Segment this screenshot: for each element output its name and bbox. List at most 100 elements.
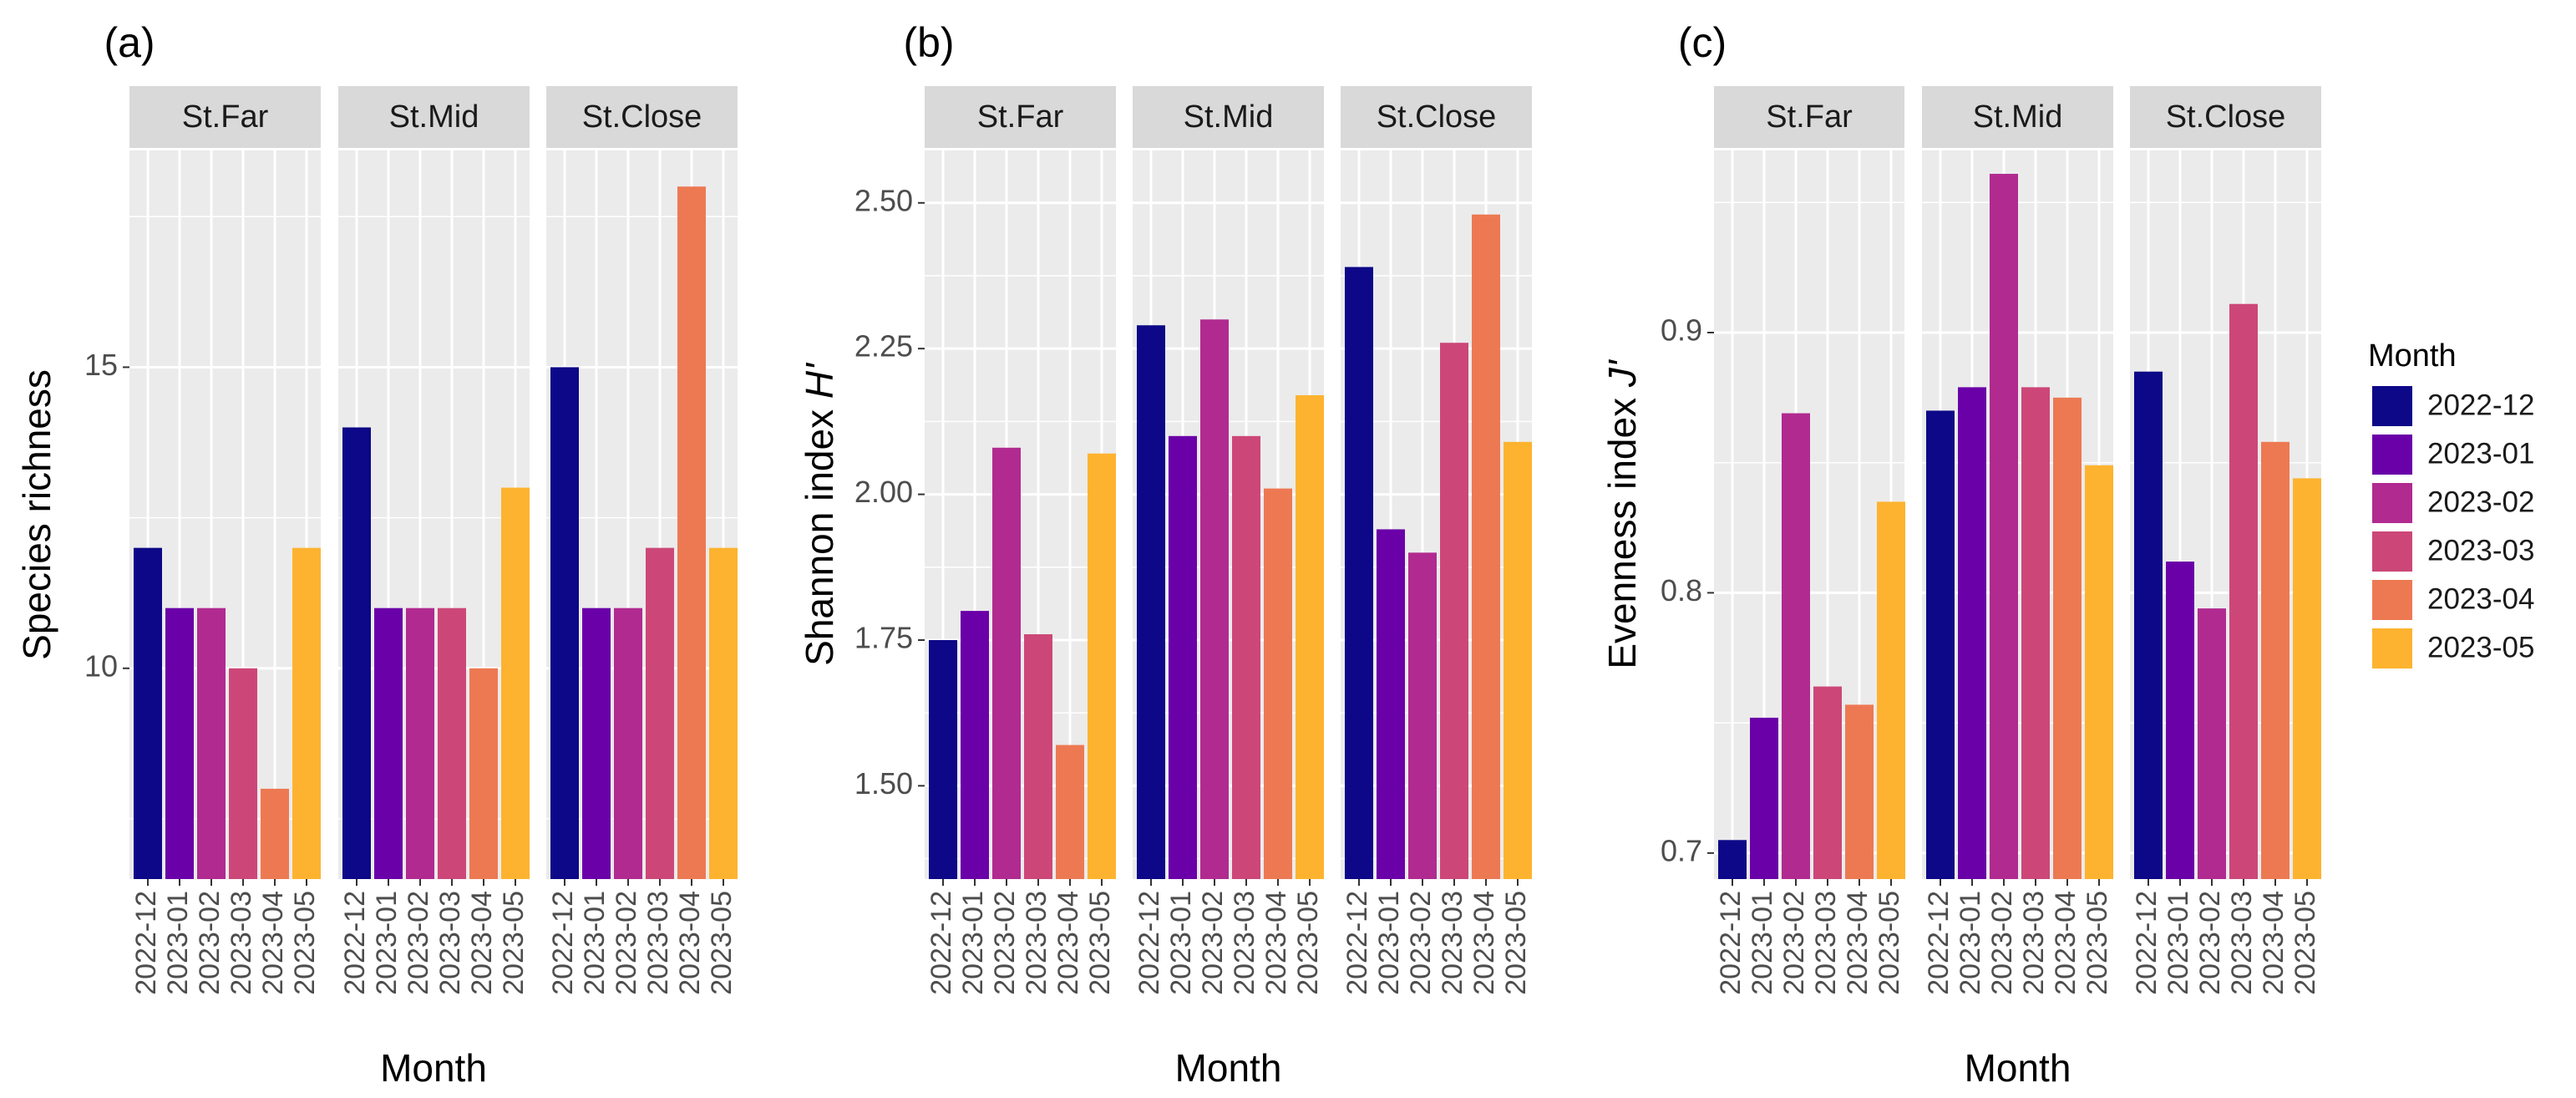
x-tick-label: 2023-03 bbox=[1437, 891, 1468, 995]
x-tick-label: 2023-03 bbox=[226, 891, 257, 995]
x-tick-label: 2023-01 bbox=[957, 891, 989, 995]
x-tick-label: 2023-05 bbox=[1500, 891, 1532, 995]
legend-swatch-2023-02 bbox=[2372, 483, 2412, 523]
y-axis-title-text: Evenness index bbox=[1600, 387, 1644, 669]
x-tick-label: 2023-03 bbox=[642, 891, 674, 995]
facet-strip-label: St.Far bbox=[1766, 99, 1853, 135]
x-tick-label: 2023-02 bbox=[1986, 891, 2018, 995]
y-tick-label: 15 bbox=[84, 348, 118, 382]
bar-st-close-2022-12 bbox=[1345, 267, 1373, 879]
bar-st-mid-2023-05 bbox=[501, 487, 530, 879]
bar-st-mid-2023-05 bbox=[2085, 465, 2113, 879]
bar-st-close-2022-12 bbox=[550, 367, 579, 880]
x-tick-label: 2022-12 bbox=[1133, 891, 1165, 995]
facet-panel-st-mid: St.Mid 2022-12 2023-01 2023-02 2023-03 2023-0… bbox=[1922, 86, 2113, 995]
legend-label: 2023-05 bbox=[2427, 631, 2534, 663]
y-axis-title: Shannon index H' bbox=[798, 362, 841, 666]
bar-st-far-2023-05 bbox=[292, 547, 321, 879]
facet-strip-label: St.Far bbox=[182, 99, 269, 135]
x-tick-label: 2023-04 bbox=[1260, 891, 1292, 995]
x-tick-label: 2022-12 bbox=[547, 891, 579, 995]
bar-st-close-2023-04 bbox=[677, 186, 706, 879]
bar-st-far-2023-04 bbox=[1056, 745, 1084, 879]
bar-st-far-2022-12 bbox=[134, 547, 162, 879]
x-tick-label: 2023-05 bbox=[1874, 891, 1905, 995]
x-tick-label: 2023-03 bbox=[1810, 891, 1842, 995]
facet-strip bbox=[925, 86, 1116, 148]
bar-st-far-2023-02 bbox=[992, 447, 1021, 879]
x-tick-label: 2023-01 bbox=[1373, 891, 1405, 995]
bar-st-mid-2023-01 bbox=[374, 607, 403, 879]
x-tick-label: 2023-03 bbox=[2018, 891, 2050, 995]
bar-st-far-2023-04 bbox=[261, 788, 289, 879]
x-tick-label: 2023-02 bbox=[2194, 891, 2226, 995]
bar-st-far-2023-02 bbox=[197, 607, 226, 879]
x-tick-label: 2023-02 bbox=[1197, 891, 1229, 995]
x-tick-label: 2023-05 bbox=[706, 891, 738, 995]
x-tick-label: 2023-01 bbox=[1955, 891, 1986, 995]
bar-st-mid-2023-04 bbox=[469, 668, 498, 879]
bar-st-mid-2023-03 bbox=[438, 607, 466, 879]
bar-st-close-2022-12 bbox=[2134, 371, 2163, 879]
x-tick-label: 2023-01 bbox=[2163, 891, 2194, 995]
x-tick-label: 2022-12 bbox=[130, 891, 162, 995]
bar-st-mid-2022-12 bbox=[1137, 325, 1165, 879]
x-tick-label: 2023-01 bbox=[371, 891, 403, 995]
x-tick-label: 2022-12 bbox=[2131, 891, 2163, 995]
bar-st-mid-2023-03 bbox=[1232, 435, 1260, 879]
bar-st-far-2023-02 bbox=[1782, 413, 1810, 879]
bar-st-mid-2023-01 bbox=[1958, 387, 1986, 879]
facet-strip bbox=[1922, 86, 2113, 148]
x-tick-label: 2023-04 bbox=[1842, 891, 1874, 995]
bar-st-mid-2023-04 bbox=[2053, 397, 2082, 879]
x-tick-label: 2023-05 bbox=[2082, 891, 2113, 995]
x-tick-label: 2022-12 bbox=[1923, 891, 1955, 995]
facet-strip-label: St.Far bbox=[977, 99, 1064, 135]
y-axis-title-symbol: J' bbox=[1600, 358, 1644, 388]
x-axis-title: Month bbox=[1175, 1046, 1282, 1090]
y-axis-title: Evenness index J' bbox=[1600, 358, 1644, 669]
legend-swatch-2023-03 bbox=[2372, 531, 2412, 572]
x-tick-label: 2022-12 bbox=[339, 891, 371, 995]
y-tick-label: 10 bbox=[84, 648, 118, 683]
facet-strip bbox=[2130, 86, 2321, 148]
legend-swatch-2022-12 bbox=[2372, 386, 2412, 426]
facet-strip-label: St.Mid bbox=[1184, 99, 1274, 135]
bar-st-close-2023-03 bbox=[2229, 303, 2258, 879]
x-axis-title: Month bbox=[380, 1046, 487, 1090]
x-tick-label: 2023-03 bbox=[1229, 891, 1260, 995]
facet-strip bbox=[129, 86, 321, 148]
x-tick-label: 2023-01 bbox=[579, 891, 611, 995]
legend-label: 2023-04 bbox=[2427, 582, 2534, 615]
y-tick-label: 2.50 bbox=[854, 183, 913, 217]
facet-strip-label: St.Mid bbox=[1973, 99, 2063, 135]
bar-st-close-2023-02 bbox=[2198, 608, 2226, 879]
bar-st-close-2023-05 bbox=[709, 547, 738, 879]
bar-st-far-2023-03 bbox=[1024, 634, 1052, 879]
x-tick-label: 2023-05 bbox=[1084, 891, 1116, 995]
y-tick-label: 0.7 bbox=[1661, 833, 1702, 867]
x-tick-label: 2023-02 bbox=[611, 891, 642, 995]
y-tick-label: 0.8 bbox=[1661, 573, 1702, 607]
bar-st-far-2023-05 bbox=[1088, 453, 1116, 879]
legend-title: Month bbox=[2368, 338, 2457, 374]
bar-st-close-2023-04 bbox=[2261, 441, 2289, 879]
facet-strip bbox=[1341, 86, 1532, 148]
x-axis-title: Month bbox=[1965, 1046, 2071, 1090]
panel-label: (b) bbox=[903, 19, 954, 66]
bar-st-far-2022-12 bbox=[929, 639, 957, 879]
panel-label: (c) bbox=[1678, 19, 1727, 66]
facet-strip bbox=[1714, 86, 1904, 148]
x-tick-label: 2023-05 bbox=[2289, 891, 2321, 995]
bar-st-far-2023-01 bbox=[165, 607, 194, 879]
x-tick-label: 2023-04 bbox=[257, 891, 289, 995]
x-tick-label: 2022-12 bbox=[1715, 891, 1747, 995]
x-tick-label: 2023-01 bbox=[1747, 891, 1778, 995]
